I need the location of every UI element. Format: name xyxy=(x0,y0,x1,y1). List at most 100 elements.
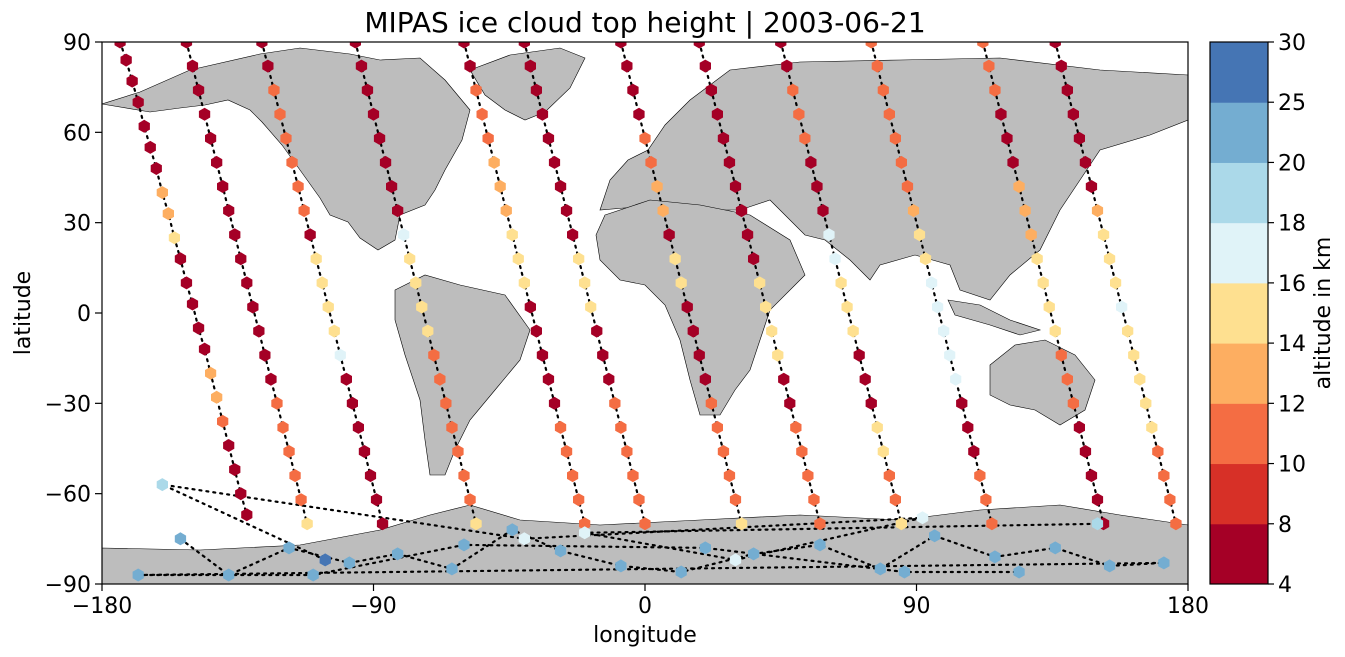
data-point xyxy=(748,547,760,561)
data-point xyxy=(901,180,914,193)
data-point xyxy=(781,59,793,73)
data-point xyxy=(340,372,352,386)
data-point xyxy=(138,119,150,133)
data-point xyxy=(865,396,877,410)
data-point xyxy=(938,324,950,338)
data-point xyxy=(1067,396,1079,410)
data-point xyxy=(615,42,627,49)
data-point xyxy=(853,348,865,362)
data-point xyxy=(298,204,310,218)
data-point xyxy=(1128,348,1140,362)
orbit-track xyxy=(523,42,647,525)
colorbar-tick-label: 16 xyxy=(1278,272,1306,297)
data-point xyxy=(186,297,199,311)
data-point xyxy=(585,300,597,314)
data-point xyxy=(1019,204,1031,218)
data-point xyxy=(482,131,494,145)
data-point xyxy=(286,155,298,169)
colorbar-tick-label: 12 xyxy=(1278,392,1306,417)
colorbar-segment xyxy=(1210,222,1268,284)
data-point xyxy=(446,420,458,434)
data-point xyxy=(871,59,883,73)
data-point xyxy=(301,517,313,531)
data-point xyxy=(548,396,561,410)
data-point xyxy=(1079,445,1092,458)
data-point xyxy=(554,420,567,434)
data-point xyxy=(741,228,754,242)
orbit-track xyxy=(185,42,309,525)
data-point xyxy=(440,396,452,410)
north-america xyxy=(102,47,471,251)
data-point xyxy=(956,396,968,410)
data-point xyxy=(198,107,211,121)
data-point xyxy=(651,180,663,193)
data-point xyxy=(1116,300,1128,314)
data-point xyxy=(114,42,126,49)
data-point xyxy=(132,568,144,582)
data-point xyxy=(778,372,790,386)
data-point xyxy=(373,131,386,145)
y-tick-label: 90 xyxy=(63,31,91,56)
data-point xyxy=(567,469,579,483)
y-tick-label: −90 xyxy=(45,573,91,598)
data-point xyxy=(343,556,355,570)
orbit-track xyxy=(619,42,743,525)
data-point xyxy=(1031,252,1043,266)
data-point xyxy=(174,252,187,266)
data-point xyxy=(889,493,901,507)
data-point xyxy=(198,342,211,356)
data-point xyxy=(560,204,573,218)
data-point xyxy=(711,107,723,121)
orbit-track xyxy=(981,42,1105,525)
data-point xyxy=(554,544,567,558)
data-point xyxy=(512,252,524,266)
data-point xyxy=(494,180,506,193)
y-tick-label: 30 xyxy=(63,212,91,237)
data-point xyxy=(211,155,223,169)
data-point xyxy=(458,42,470,49)
data-point xyxy=(235,487,247,501)
data-point xyxy=(983,59,995,73)
data-point xyxy=(434,372,446,386)
data-point xyxy=(865,42,877,49)
data-point xyxy=(874,562,886,576)
colorbar-segment xyxy=(1210,343,1268,404)
data-point xyxy=(735,204,748,218)
data-point xyxy=(518,42,530,49)
data-point xyxy=(883,107,895,121)
data-point xyxy=(349,42,361,49)
data-point xyxy=(675,565,687,579)
data-point xyxy=(823,228,835,242)
data-point xyxy=(693,348,705,362)
data-point xyxy=(1001,131,1013,145)
data-point xyxy=(808,493,820,507)
data-point xyxy=(787,83,799,97)
data-point xyxy=(316,276,328,290)
data-point xyxy=(799,131,811,145)
data-point xyxy=(268,83,280,97)
data-point xyxy=(717,445,730,458)
data-point xyxy=(506,228,518,242)
data-point xyxy=(735,517,748,531)
data-point xyxy=(476,107,488,121)
data-point xyxy=(729,493,742,507)
colorbar-segment xyxy=(1210,42,1268,103)
greenland xyxy=(469,47,586,121)
data-point xyxy=(1079,155,1092,169)
data-point xyxy=(542,131,555,145)
colorbar-frame xyxy=(1209,41,1269,585)
data-point xyxy=(144,140,156,154)
data-point xyxy=(458,469,470,483)
data-point xyxy=(621,445,633,458)
data-point xyxy=(126,74,138,88)
data-point xyxy=(386,180,398,193)
data-point xyxy=(835,276,847,290)
data-point xyxy=(470,83,482,97)
data-point xyxy=(784,396,796,410)
data-point xyxy=(1158,469,1170,483)
data-point xyxy=(120,53,132,67)
orbit-track xyxy=(138,528,1164,577)
data-point xyxy=(241,276,253,290)
data-point xyxy=(699,59,711,73)
data-point xyxy=(536,348,549,362)
